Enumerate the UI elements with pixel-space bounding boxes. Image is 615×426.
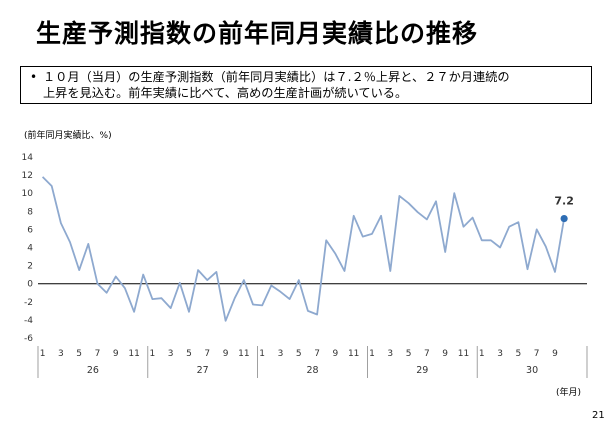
- y-tick-label: 14: [22, 153, 34, 163]
- y-tick-label: -6: [24, 334, 33, 344]
- x-tick-label: 7: [424, 349, 430, 359]
- summary-line-2: 上昇を見込む。前年実績に比べて、高めの生産計画が続いている。: [43, 86, 408, 100]
- y-tick-label: 6: [27, 225, 33, 235]
- x-tick-label: 11: [238, 349, 249, 359]
- x-tick-label: 5: [296, 349, 302, 359]
- x-tick-label: 3: [278, 349, 284, 359]
- x-tick-label: 11: [128, 349, 139, 359]
- x-tick-label: 7: [204, 349, 210, 359]
- y-tick-label: 12: [22, 171, 33, 181]
- y-axis-unit-label: (前年同月実績比、%): [24, 131, 112, 141]
- slide-title: 生産予測指数の前年同月実績比の推移: [36, 19, 479, 48]
- year-label: 26: [87, 365, 99, 376]
- last-value-label: 7.2: [554, 195, 574, 208]
- bullet-marker: •: [30, 70, 38, 84]
- x-tick-label: 3: [168, 349, 174, 359]
- y-tick-label: -4: [24, 316, 33, 326]
- x-axis-unit-label: (年月): [556, 388, 582, 398]
- x-tick-label: 11: [458, 349, 469, 359]
- summary-text: １０月（当月）の生産予測指数（前年同月実績比）は７.２％上昇と、２７か月連続の …: [43, 69, 588, 101]
- y-tick-label: 0: [27, 280, 33, 290]
- summary-box: • １０月（当月）の生産予測指数（前年同月実績比）は７.２％上昇と、２７か月連続…: [20, 66, 592, 104]
- x-tick-label: 1: [369, 349, 375, 359]
- x-tick-label: 11: [348, 349, 359, 359]
- x-tick-label: 5: [406, 349, 412, 359]
- x-tick-label: 5: [76, 349, 82, 359]
- year-label: 27: [197, 365, 209, 376]
- x-tick-label: 7: [95, 349, 101, 359]
- x-tick-label: 9: [442, 349, 448, 359]
- y-tick-label: 8: [27, 207, 33, 217]
- x-tick-label: 1: [259, 349, 265, 359]
- x-tick-label: 1: [479, 349, 485, 359]
- y-tick-label: 4: [27, 244, 33, 254]
- y-tick-label: 2: [27, 262, 33, 272]
- year-label: 29: [416, 365, 428, 376]
- series-line: [41, 176, 565, 322]
- x-tick-label: 9: [223, 349, 229, 359]
- x-tick-label: 3: [497, 349, 503, 359]
- x-tick-label: 9: [552, 349, 558, 359]
- year-label: 28: [306, 365, 318, 376]
- summary-line-1: １０月（当月）の生産予測指数（前年同月実績比）は７.２％上昇と、２７か月連続の: [43, 70, 510, 84]
- x-tick-label: 9: [333, 349, 339, 359]
- x-tick-label: 3: [387, 349, 393, 359]
- page-number: 21: [592, 410, 605, 421]
- y-tick-label: -2: [24, 298, 33, 308]
- x-tick-label: 1: [40, 349, 46, 359]
- last-point-marker: [560, 214, 568, 223]
- x-tick-label: 7: [534, 349, 540, 359]
- x-tick-label: 3: [58, 349, 64, 359]
- x-tick-label: 9: [113, 349, 119, 359]
- x-tick-label: 1: [150, 349, 156, 359]
- year-label: 30: [526, 365, 538, 376]
- x-tick-label: 5: [186, 349, 192, 359]
- x-tick-label: 7: [314, 349, 320, 359]
- y-tick-label: 10: [22, 189, 34, 199]
- x-tick-label: 5: [516, 349, 522, 359]
